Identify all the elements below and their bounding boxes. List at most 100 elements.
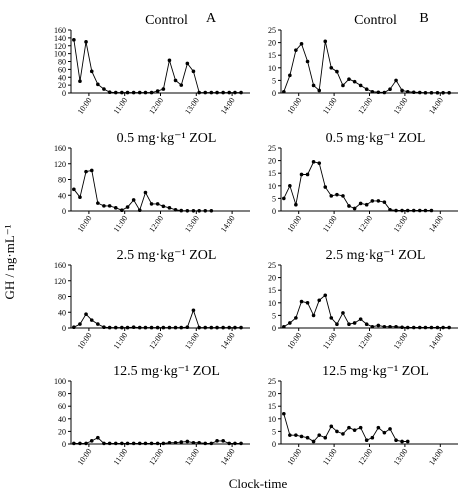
panel-b-4-data-point (341, 432, 345, 436)
panel-a-4-x-tick-label: 10:00 (76, 447, 94, 467)
panel-b-1-data-point (364, 87, 369, 92)
panel-b-3-x-tick-label: 10:00 (286, 331, 304, 351)
panel-b-1-data-point (429, 90, 434, 95)
panel-a-4-data-point (227, 441, 232, 446)
panel-b-4-data-point (294, 433, 298, 437)
panel-a-3-data-point (96, 322, 100, 326)
panel-a-1-y-tick-label: 120 (54, 42, 66, 51)
panel-b-4-data-point (299, 434, 304, 439)
panel-a-3-data-point (209, 325, 214, 330)
panel-b-1-data-point (423, 90, 428, 95)
panel-a-4-data-point (149, 441, 154, 446)
panel-a-1-data-point (209, 90, 214, 95)
panel-b-3-x-tick-label: 12:00 (356, 331, 374, 351)
panel-b-2-x-tick-label: 13:00 (392, 214, 410, 234)
panel-b-3-data-point (294, 316, 298, 320)
panel-a-4: 0 20 40 60 80 100 10:00 11:00 12:00 13:00 14:00 12.… (54, 364, 250, 467)
panel-b-3-data-point (400, 325, 404, 330)
panel-a-4-data-point (96, 435, 100, 440)
panel-a-1-y-tick-label: 20 (58, 81, 66, 90)
panel-a-3-data-point (143, 325, 148, 330)
panel-b-3-y-tick-label: 25 (268, 261, 276, 270)
panel-a-3-data-point (197, 325, 201, 330)
panel-b-4-data-point (382, 430, 387, 435)
panel-a-1-data-point (173, 78, 178, 83)
panel-b-1-data-point (341, 83, 345, 88)
panel-b-2-data-point (423, 208, 428, 213)
panel-b-1-data-point (447, 90, 451, 95)
panel-b-1-data-point (358, 83, 363, 88)
panel-a-3-data-point (120, 325, 124, 330)
panel-a-1-y-tick-label: 160 (54, 26, 66, 35)
panel-a-1-data-point (113, 90, 118, 95)
panel-a-1-data-point (155, 89, 160, 93)
panel-b-1-title: Control (354, 13, 397, 28)
panel-b-4-data-point (317, 433, 322, 437)
panel-a-1-y-tick-label: 60 (58, 65, 66, 74)
panel-a-4-x-tick-label: 12:00 (147, 447, 165, 467)
panel-a-2-data-point (125, 205, 130, 209)
panel-a-2-data-point (149, 202, 154, 206)
panel-b-1-data-point (376, 90, 381, 95)
panel-b-4-y-tick-label: 10 (268, 415, 276, 424)
panel-b-1-data-point (382, 90, 387, 95)
panel-a-2-data-point (143, 190, 148, 195)
panel-b-1-y-tick-label: 25 (268, 26, 276, 35)
panel-a-4-data-point (155, 441, 160, 446)
y-axis-label: GH / ng·mL⁻¹ (2, 224, 17, 299)
panel-b-2-data-point (352, 206, 357, 211)
panel-a-4-x-tick-label: 14:00 (219, 447, 237, 467)
panel-b-4-data-point (323, 435, 328, 440)
panel-a-4-data-point (215, 439, 219, 443)
panel-b-2-y-tick-label: 25 (268, 144, 276, 153)
panel-a-1-data-point (203, 90, 208, 95)
panel-a-3-data-point (191, 308, 196, 313)
panel-a-4-y-tick-label: 20 (58, 427, 66, 436)
panel-b-1-data-point (388, 87, 392, 92)
panel-a-4-data-point (120, 441, 124, 446)
panel-a-2-data-point (107, 204, 112, 208)
panel-b-1-y-tick-label: 10 (268, 64, 276, 73)
panel-a-3-data-point (167, 325, 172, 330)
panel-a-3-data-point (102, 325, 106, 330)
panel-a-1-y-tick-label: 80 (58, 58, 66, 67)
panel-a-1-data-point (120, 90, 124, 95)
panel-b-2-x-tick-label: 11:00 (321, 214, 339, 234)
panel-b-2-data-point (335, 192, 339, 197)
panel-a-2-data-point (185, 209, 190, 213)
panel-a-3-data-point (149, 325, 154, 330)
panel-a-4-data-point (167, 440, 172, 445)
panel-a-4-data-point (143, 441, 148, 446)
panel-b-2-data-point (299, 172, 304, 177)
panel-a-4-data-point (107, 441, 112, 446)
panel-b-2-y-tick-label: 10 (268, 182, 276, 191)
panel-a-4-data-point (209, 441, 214, 446)
panel-a-3-y-tick-label: 0 (62, 324, 66, 333)
panel-b-2-data-point (323, 185, 328, 189)
panel-b-3-data-point (335, 322, 339, 327)
panel-b-2-data-point (394, 208, 398, 213)
panel-b-1-y-tick-label: 0 (272, 89, 276, 98)
panel-a-3-data-point (161, 325, 166, 330)
panel-b-1-x-tick-label: 11:00 (321, 96, 339, 116)
panel-b-1-x-tick-label: 10:00 (286, 96, 304, 116)
panel-b-1-data-point (294, 48, 298, 52)
panel-a-3-data-point (89, 318, 94, 322)
panel-a-3-data-point (215, 325, 219, 330)
panel-a-2-data-point (203, 209, 208, 213)
panel-b-2-data-point (388, 207, 392, 212)
panel-a-4-data-point (233, 441, 237, 446)
panel-a-3-x-tick-label: 12:00 (147, 331, 165, 351)
panel-b-2-data-point (429, 208, 434, 213)
panel-b-3-y-tick-label: 5 (272, 311, 276, 320)
panel-a-4-data-point (239, 441, 243, 446)
panel-a-2-data-point (209, 209, 214, 213)
panel-b-3-data-point (423, 325, 428, 330)
panel-a-2-data-point (84, 169, 88, 174)
panel-b-3: 0 5 10 15 20 25 10:00 11:00 12:00 13:00 14:00 2.5 m… (268, 248, 458, 351)
panel-a-4-y-tick-label: 60 (58, 402, 66, 411)
panel-a-2-x-tick-label: 13:00 (183, 214, 201, 234)
panel-b-3-data-point (435, 325, 440, 330)
panel-b-2-data-point (400, 208, 404, 213)
